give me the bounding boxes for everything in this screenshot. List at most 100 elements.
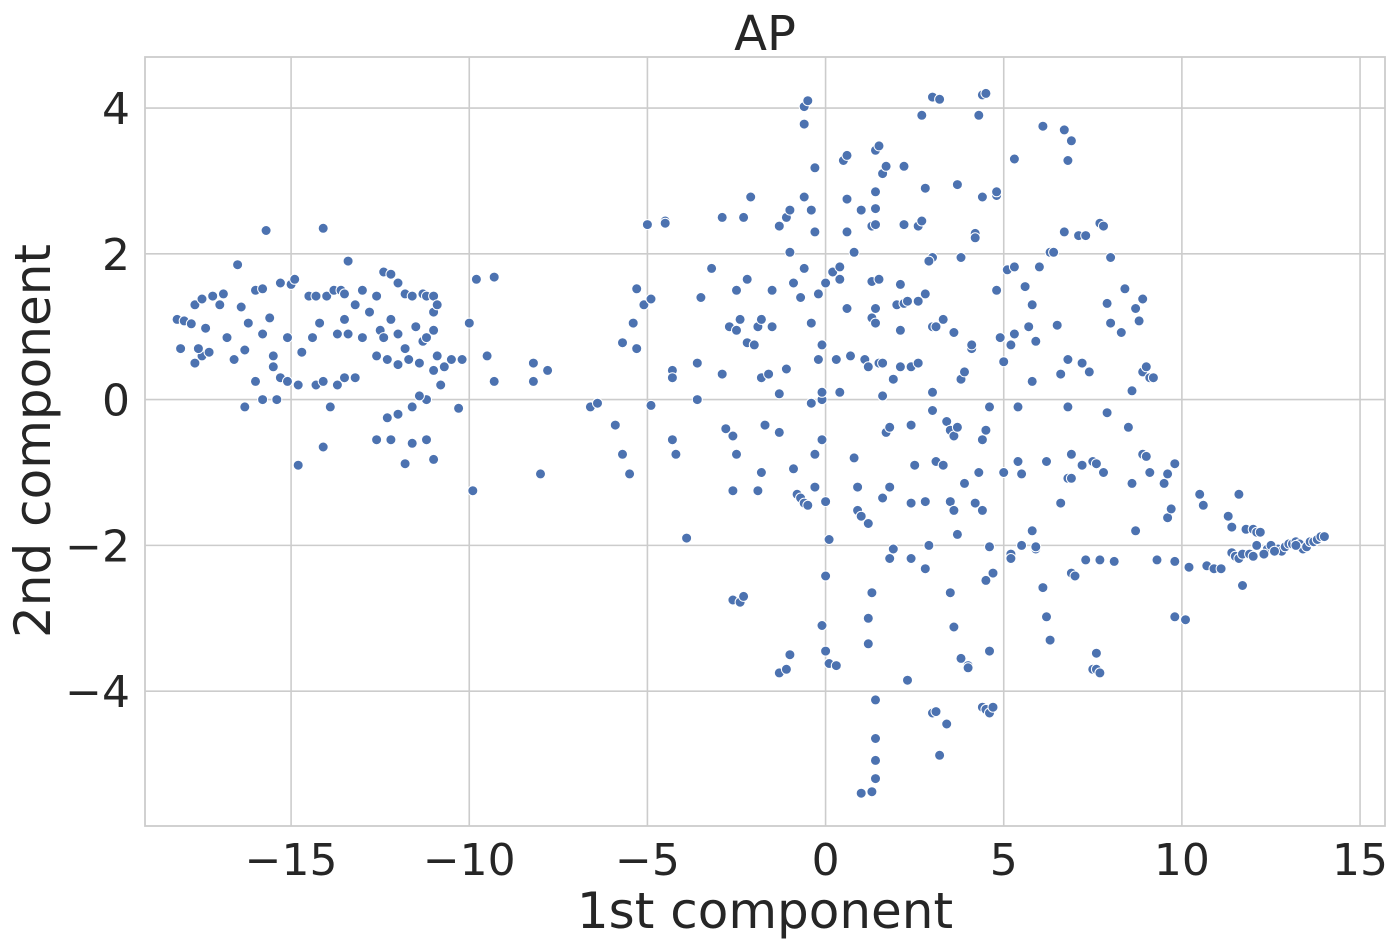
scatter-point <box>884 553 896 564</box>
scatter-point <box>855 204 867 216</box>
scatter-point <box>381 412 393 424</box>
scatter-point <box>784 649 796 661</box>
scatter-point <box>1051 319 1063 331</box>
scatter-point <box>1108 555 1120 567</box>
scatter-point <box>307 332 318 344</box>
scatter-point <box>870 317 881 329</box>
scatter-point <box>385 268 397 280</box>
scatter-point <box>609 419 621 431</box>
scatter-point <box>1137 293 1149 305</box>
scatter-point <box>271 394 283 406</box>
scatter-point <box>1080 554 1092 566</box>
scatter-point <box>727 485 739 497</box>
scatter-point <box>766 321 778 333</box>
scatter-point <box>848 246 860 258</box>
scatter-point <box>894 361 906 373</box>
scatter-point <box>385 313 397 325</box>
scatter-point <box>385 434 397 446</box>
scatter-point <box>371 350 383 362</box>
scatter-point <box>802 499 814 511</box>
scatter-point <box>1062 401 1074 413</box>
scatter-point <box>1197 499 1209 511</box>
scatter-point <box>998 356 1010 368</box>
scatter-point <box>880 160 892 172</box>
scatter-point <box>720 423 732 435</box>
scatter-point <box>1016 539 1028 551</box>
scatter-point <box>428 364 440 376</box>
scatter-point <box>399 343 411 355</box>
scatter-point <box>282 332 293 344</box>
scatter-point <box>638 299 650 311</box>
scatter-point <box>1180 614 1191 626</box>
scatter-point <box>1080 230 1092 242</box>
scatter-point <box>1183 561 1195 573</box>
scatter-point <box>716 368 728 380</box>
scatter-point <box>185 318 197 330</box>
scatter-point <box>816 386 828 398</box>
scatter-point <box>998 467 1010 478</box>
scatter-point <box>527 375 539 387</box>
scatter-point <box>1126 477 1138 489</box>
scatter-point <box>798 118 810 130</box>
scatter-point <box>463 317 475 329</box>
scatter-point <box>884 481 896 493</box>
scatter-point <box>1090 647 1102 659</box>
scatter-point <box>852 481 864 493</box>
scatter-point <box>812 288 824 300</box>
scatter-point <box>292 379 304 391</box>
scatter-point <box>980 87 992 99</box>
scatter-point <box>1069 570 1081 582</box>
scatter-point <box>1083 366 1095 378</box>
scatter-point <box>314 317 326 329</box>
scatter-point <box>410 321 422 333</box>
scatter-point <box>1215 563 1227 575</box>
scatter-point <box>941 718 953 730</box>
scatter-point <box>331 379 343 391</box>
scatter-point <box>951 421 963 433</box>
scatter-point <box>991 284 1003 296</box>
scatter-point <box>955 252 967 263</box>
scatter-point <box>848 452 860 464</box>
scatter-point <box>927 386 938 398</box>
scatter-point <box>887 543 899 555</box>
scatter-point <box>631 283 643 295</box>
scatter-point <box>870 694 881 706</box>
scatter-point <box>870 733 881 744</box>
scatter-point <box>406 290 418 302</box>
scatter-point <box>766 284 778 296</box>
scatter-point <box>691 394 703 406</box>
scatter-point <box>870 773 881 785</box>
scatter-point <box>887 373 899 385</box>
scatter-point <box>905 553 917 564</box>
chart-title: AP <box>734 6 796 62</box>
scatter-point <box>317 441 329 453</box>
scatter-point <box>691 357 703 369</box>
scatter-point <box>798 262 810 274</box>
scatter-point <box>189 299 201 311</box>
scatter-point <box>923 539 935 551</box>
scatter-point <box>666 372 678 384</box>
scatter-point <box>834 261 846 273</box>
scatter-point <box>873 140 885 152</box>
scatter-point <box>805 317 817 329</box>
scatter-point <box>438 361 450 373</box>
scatter-point <box>916 215 928 227</box>
scatter-point <box>834 386 846 398</box>
scatter-point <box>841 149 853 161</box>
scatter-point <box>527 357 539 369</box>
scatter-point <box>784 204 796 216</box>
scatter-point <box>773 220 785 232</box>
scatter-point <box>1065 135 1077 147</box>
scatter-point <box>659 217 671 229</box>
scatter-point <box>342 255 354 267</box>
scatter-point <box>866 786 878 798</box>
scatter-point <box>948 327 960 338</box>
scatter-point <box>356 284 368 296</box>
scatter-point <box>841 226 853 238</box>
scatter-point <box>371 290 383 302</box>
scatter-point <box>317 222 329 234</box>
x-tick-label: 15 <box>1332 835 1388 886</box>
scatter-point <box>392 408 404 420</box>
scatter-point <box>706 262 718 274</box>
scatter-point <box>1101 407 1113 419</box>
